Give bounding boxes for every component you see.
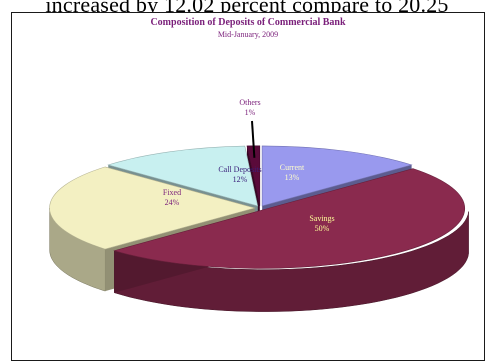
slice-value-call-deposits: 12% <box>233 175 248 184</box>
slice-value-fixed: 24% <box>165 198 180 207</box>
slice-label-savings: Savings <box>309 214 334 223</box>
chart-title: Composition of Deposits of Commercial Ba… <box>150 17 346 28</box>
others-leader-line <box>251 120 256 158</box>
slice-label-fixed: Fixed <box>163 188 181 197</box>
chart-subtitle: Mid-January, 2009 <box>217 30 279 39</box>
slice-value-others: 1% <box>245 108 256 117</box>
pie-slice-fixed <box>49 166 256 250</box>
slice-label-call-deposits: Call Deposits <box>218 165 261 174</box>
pie-slice-current <box>261 145 413 207</box>
slice-label-current: Current <box>280 163 305 172</box>
pie-slice-savings <box>113 168 466 269</box>
chart-frame: Composition of Deposits of Commercial Ba… <box>11 12 485 361</box>
slice-value-savings: 50% <box>315 224 330 233</box>
pie-slice-call-deposits <box>107 145 259 207</box>
slice-label-others: Others <box>239 98 260 107</box>
slice-value-current: 13% <box>285 173 300 182</box>
